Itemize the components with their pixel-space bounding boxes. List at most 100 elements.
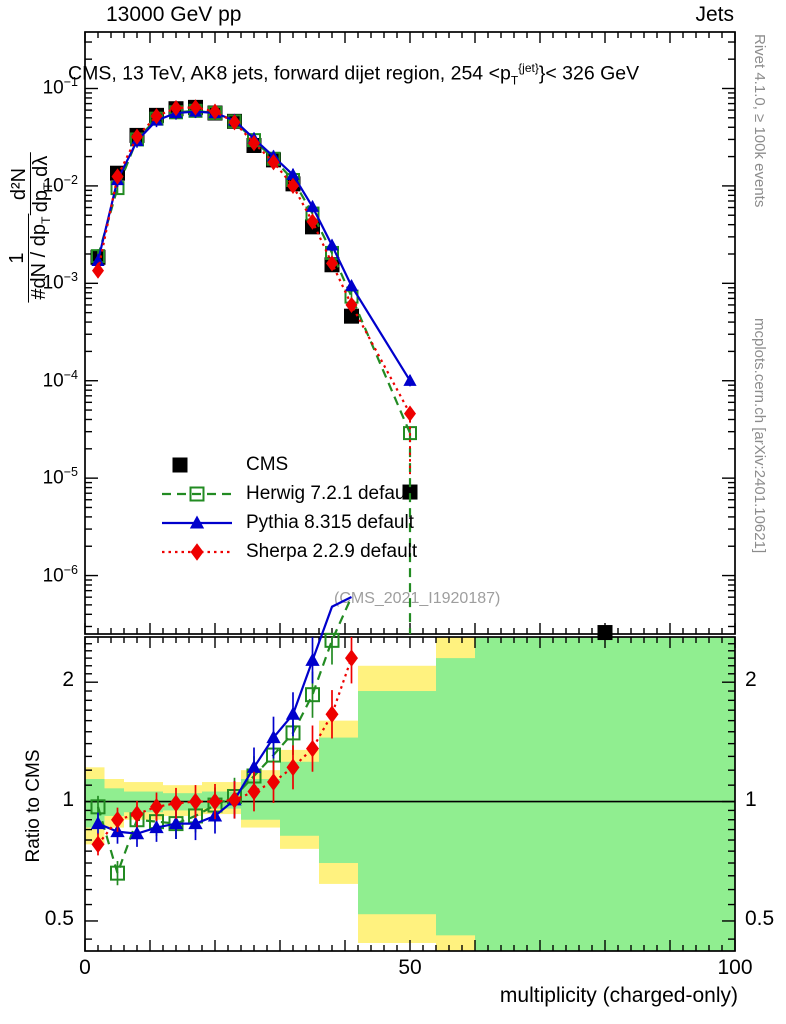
data-point-2 xyxy=(344,279,359,292)
ratio-tick-label-left: 0.5 xyxy=(44,906,74,930)
plot-title-pre: CMS, 13 TeV, AK8 jets, forward dijet reg… xyxy=(68,62,511,85)
y-tick-label: 10−2 xyxy=(2,173,78,197)
legend-label-1: Herwig 7.2.1 default xyxy=(246,482,415,504)
legend-marker-icon xyxy=(162,515,232,529)
ratio-point-2 xyxy=(189,792,202,811)
series-line-1 xyxy=(96,109,412,434)
y-tick-label: 10−4 xyxy=(2,368,78,392)
ratio-point-0 xyxy=(305,687,320,703)
plot-title-sup: {jet} xyxy=(518,61,539,75)
data-point-0 xyxy=(402,484,418,500)
data-point-3 xyxy=(92,262,104,279)
legend-symbol xyxy=(190,542,204,561)
data-point-3 xyxy=(150,108,163,125)
beam-label: 13000 GeV pp xyxy=(106,3,242,26)
analysis-watermark: (CMS_2021_I1920187) xyxy=(334,590,501,607)
ratio-point-1 xyxy=(149,820,164,834)
band-green xyxy=(475,637,735,951)
data-point-2 xyxy=(403,373,417,386)
band-green xyxy=(280,761,319,836)
plot-title: CMS, 13 TeV, AK8 jets, forward dijet reg… xyxy=(68,58,639,90)
legend-marker-icon xyxy=(162,486,232,501)
ratio-point-2 xyxy=(247,782,261,801)
ratio-tick-label-right: 0.5 xyxy=(745,906,775,930)
legend-label-3: Sherpa 2.2.9 default xyxy=(246,540,418,562)
ratio-point-2 xyxy=(286,758,300,777)
y-tick-label: 10−3 xyxy=(2,270,78,294)
ratio-point-1 xyxy=(129,826,145,840)
legend-marker-icon xyxy=(162,542,232,561)
ratio-point-2 xyxy=(267,773,280,791)
ratio-point-2 xyxy=(150,798,163,816)
ratio-point-1 xyxy=(246,759,262,773)
data-point-3 xyxy=(228,114,241,131)
ratio-tick-label-left: 2 xyxy=(62,668,74,692)
category-label: Jets xyxy=(695,3,734,26)
y-tick-exponent: −1 xyxy=(63,75,78,90)
ratio-tick-label-right: 1 xyxy=(745,787,757,811)
data-point-3 xyxy=(170,99,182,117)
legend-symbol xyxy=(189,515,205,529)
legend-key-0 xyxy=(160,454,234,476)
ratio-tick-label-right: 2 xyxy=(745,668,757,692)
data-point-3 xyxy=(306,213,319,230)
plot-title-sub: T xyxy=(510,73,519,88)
y-tick-mantissa: 10 xyxy=(42,175,64,197)
ratio-point-2 xyxy=(306,739,319,758)
data-point-3 xyxy=(189,99,202,116)
y-tick-label: 10−1 xyxy=(2,75,78,99)
band-green xyxy=(358,691,436,915)
ratio-point-2 xyxy=(169,794,183,813)
ratio-point-2 xyxy=(208,792,222,811)
data-point-2 xyxy=(286,167,300,180)
y-tick-exponent: −2 xyxy=(63,172,78,187)
ratio-uncertainty-bands xyxy=(85,637,735,951)
legend-key-1 xyxy=(160,483,234,505)
legend-symbol xyxy=(172,457,188,472)
legend-key-2 xyxy=(160,512,234,534)
ratio-point-1 xyxy=(285,706,301,720)
legend-item-3: Sherpa 2.2.9 default xyxy=(160,537,417,566)
legend-symbol xyxy=(189,486,205,501)
y-tick-label: 10−6 xyxy=(2,563,78,587)
ratio-point-1 xyxy=(168,816,184,830)
data-point-3 xyxy=(131,128,143,145)
ratio-point-2 xyxy=(325,705,339,724)
ratio-point-0 xyxy=(110,865,125,881)
data-point-3 xyxy=(209,103,221,120)
legend-item-2: Pythia 8.315 default xyxy=(160,508,417,537)
x-axis-title: multiplicity (charged-only) xyxy=(499,984,738,1007)
data-point-3 xyxy=(267,154,280,171)
y-tick-mantissa: 10 xyxy=(42,77,64,99)
y-tick-mantissa: 10 xyxy=(42,272,64,294)
data-point-3 xyxy=(345,296,358,314)
ratio-point-1 xyxy=(266,730,281,744)
data-point-2 xyxy=(91,253,105,266)
ratio-series-group xyxy=(90,596,612,886)
ratio-point-2 xyxy=(228,791,241,809)
y-tick-exponent: −3 xyxy=(63,270,78,285)
ratio-point-2 xyxy=(345,649,358,667)
data-point-2 xyxy=(305,199,320,212)
data-point-3 xyxy=(111,168,124,185)
ratio-point-2 xyxy=(111,810,124,829)
series-line-3 xyxy=(96,106,411,415)
ratio-point-2 xyxy=(91,835,105,854)
legend: CMS Herwig 7.2.1 default Pythia 8.315 defa… xyxy=(160,450,417,566)
y-tick-label: 10−5 xyxy=(2,465,78,489)
x-tick-label: 50 xyxy=(398,956,422,979)
data-point-0 xyxy=(344,308,359,324)
y-tick-mantissa: 10 xyxy=(42,467,64,489)
x-tick-label: 0 xyxy=(79,956,91,979)
ratio-tick-label-left: 1 xyxy=(62,787,74,811)
band-green xyxy=(319,737,358,864)
ratio-overflow-marker xyxy=(598,630,612,640)
main-series-group xyxy=(90,99,613,641)
ratio-point-1 xyxy=(90,816,106,830)
legend-marker-icon xyxy=(172,457,188,472)
ratio-point-0 xyxy=(324,632,340,648)
y-tick-mantissa: 10 xyxy=(42,370,64,392)
legend-key-3 xyxy=(160,541,234,563)
